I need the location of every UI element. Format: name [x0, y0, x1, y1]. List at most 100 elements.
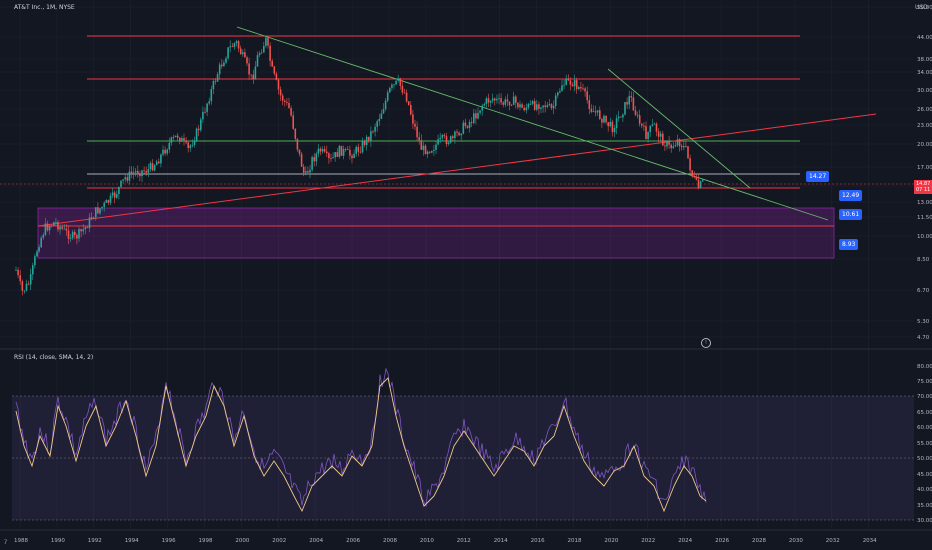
candle-body [611, 121, 614, 133]
candle-body [269, 45, 271, 61]
tradingview-logo-icon[interactable]: 𝟕 [4, 539, 8, 546]
price-tick-label: 5.30 [917, 319, 930, 325]
rising-trendline[interactable] [37, 113, 877, 227]
candle-body [71, 231, 74, 238]
candle-body [626, 102, 628, 105]
candle-body [342, 149, 345, 156]
candle-body [244, 52, 246, 58]
candle-body [378, 118, 381, 122]
level-badge-8-93[interactable]: 8.93 [839, 239, 859, 250]
candle-body [649, 125, 651, 133]
candle-body [42, 234, 45, 238]
candle-body [531, 101, 534, 104]
candle-body [386, 92, 389, 101]
candle-body [248, 63, 250, 75]
price-tick-label: 10.00 [917, 234, 932, 240]
time-tick-label: 1994 [125, 538, 139, 544]
candle-body [470, 122, 473, 123]
candle-body [326, 151, 328, 154]
candle-body [330, 158, 332, 159]
current-price-tag: 14.87 07 11 [914, 180, 932, 194]
candle-body [561, 85, 563, 92]
candle-body [536, 104, 538, 110]
candle-body [519, 104, 521, 108]
candle-body [107, 200, 110, 203]
candle-body [466, 126, 469, 128]
candle-body [187, 142, 189, 149]
candle-body [512, 96, 515, 105]
candle-body [588, 100, 591, 109]
candle-body [363, 141, 366, 145]
candle-body [284, 100, 286, 102]
candle-body [599, 110, 601, 119]
candle-body [21, 281, 24, 291]
price-tick-label: 26.00 [917, 107, 932, 113]
candle-body [605, 115, 607, 123]
rsi-tick-label: 50.00 [917, 456, 932, 462]
candle-body [170, 137, 173, 143]
candle-body [439, 137, 441, 140]
level-badge-10-61[interactable]: 10.61 [839, 209, 863, 220]
candle-body [59, 227, 61, 230]
candle-body [544, 105, 546, 108]
candle-body [298, 149, 301, 154]
price-tick-label: 44.00 [917, 35, 932, 41]
candle-body [231, 46, 234, 48]
candle-body [250, 74, 252, 76]
candle-body [638, 115, 641, 124]
candle-body [61, 227, 63, 229]
demand-zone-lower[interactable] [37, 225, 835, 259]
candle-body [84, 227, 87, 230]
candle-body [502, 102, 504, 105]
candle-body [641, 123, 643, 126]
time-tick-label: 1992 [88, 538, 102, 544]
candle-body [118, 186, 120, 195]
demand-zone-upper[interactable] [37, 207, 835, 227]
candle-body [479, 110, 481, 113]
rsi-axis[interactable]: 80.00 75.00 70.00 65.00 60.00 55.00 50.00 45.00… [917, 364, 932, 524]
candle-body [697, 179, 700, 188]
candle-body [603, 115, 605, 123]
candle-body [397, 78, 399, 81]
candle-body [95, 207, 97, 218]
candle-body [344, 149, 347, 150]
candle-body [580, 87, 582, 89]
candle-body [149, 163, 152, 170]
candle-body [552, 105, 555, 109]
candle-body [281, 95, 284, 101]
candle-body [464, 122, 467, 127]
candle-body [254, 66, 257, 80]
candle-body [596, 110, 599, 113]
candle-body [311, 157, 313, 170]
candle-body [525, 107, 528, 111]
descending-trendline-short[interactable] [607, 68, 751, 189]
candle-body [277, 79, 280, 90]
candle-body [216, 74, 219, 82]
candle-body [382, 109, 385, 114]
candle-body [307, 171, 309, 173]
time-axis[interactable]: 1988 1990 1992 1994 1996 1998 2000 2002 2004 2006… [14, 538, 877, 544]
candle-body [17, 269, 19, 276]
descending-trendline-long[interactable] [236, 26, 829, 221]
price-axis[interactable]: 50.00 44.00 38.00 34.00 30.00 26.00 23.00 20.00… [917, 5, 932, 341]
candle-body [468, 122, 471, 128]
symbol-title[interactable]: AT&T Inc., 1M, NYSE [14, 4, 75, 11]
candle-body [292, 115, 294, 129]
level-badge-14-27[interactable]: 14.27 [806, 171, 830, 182]
candle-body [189, 145, 192, 149]
time-tick-label: 1996 [162, 538, 176, 544]
candle-body [557, 92, 559, 96]
event-flag-icon[interactable]: ! [701, 338, 711, 348]
candle-body [622, 114, 624, 118]
candle-body [99, 208, 101, 214]
rsi-title[interactable]: RSI (14, close, SMA, 14, 2) [14, 354, 94, 361]
candle-body [34, 256, 36, 266]
candle-body [496, 98, 498, 101]
price-tick-label: 38.00 [917, 57, 932, 63]
candle-body [29, 274, 32, 285]
candle-body [435, 144, 437, 150]
candle-body [155, 161, 158, 166]
candle-body [63, 228, 66, 230]
level-badge-12-49[interactable]: 12.49 [839, 190, 863, 201]
